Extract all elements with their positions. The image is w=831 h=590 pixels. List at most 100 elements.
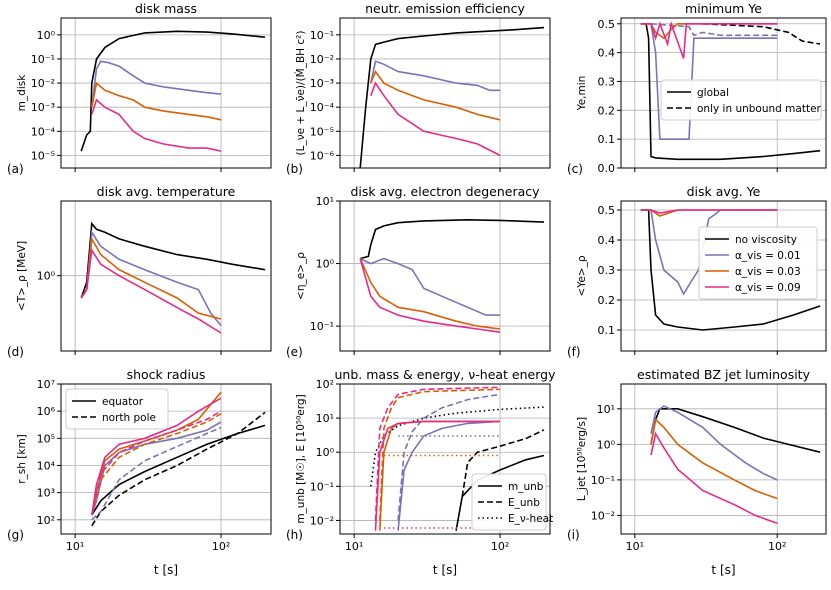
panel-label: (c) — [567, 162, 583, 176]
y-tick-label: 10² — [37, 514, 55, 527]
legend: m_unb E_unb E_ν-heat — [471, 473, 553, 531]
x-tick-label: 10¹ — [626, 540, 644, 553]
series-h-1 — [461, 429, 545, 497]
y-tick-label: 10³ — [37, 487, 55, 500]
y-tick-label: 0.3 — [598, 75, 616, 88]
panel-title: disk avg. electron degeneracy — [350, 184, 540, 199]
y-tick-label: 10⁻¹ — [310, 29, 334, 42]
axes-frame — [620, 383, 827, 535]
series-g-2 — [91, 421, 222, 516]
series-a-2 — [91, 81, 222, 121]
series-b-0 — [359, 26, 545, 168]
series-a-0 — [80, 30, 266, 152]
y-tick-label: 10⁰ — [37, 270, 56, 283]
legend-entry: no viscosity — [735, 234, 797, 246]
y-tick-label: 0.4 — [598, 47, 616, 60]
y-axis-label: m_unb [M☉], E [10⁵⁰erg] — [295, 394, 307, 523]
axes-frame — [620, 17, 827, 169]
y-tick-label: 10⁻⁴ — [310, 101, 335, 114]
panel-c: 0.0 0.1 0.2 0.3 0.4 0.5 minimum Ye Ye,min (c) glo… — [567, 1, 827, 176]
y-tick-label: 0.1 — [598, 133, 616, 146]
series-b-3 — [370, 81, 501, 157]
y-tick-label: 10⁻² — [310, 514, 334, 527]
y-tick-label: 0.4 — [598, 234, 616, 247]
series-a-3 — [91, 98, 222, 152]
y-tick-label: 0.0 — [598, 162, 616, 175]
legend-entry: global — [697, 87, 729, 99]
y-tick-label: 10⁻² — [591, 509, 615, 522]
y-axis-label: (L_νe + L_ν̄e)/(Ṁ_BH c²) — [294, 31, 307, 156]
grid — [61, 18, 271, 168]
series-d-2 — [80, 236, 222, 320]
y-axis-label: <T>_ρ [MeV] — [16, 241, 28, 311]
y-tick-label: 10⁻³ — [31, 101, 55, 114]
legend-entry: m_unb — [508, 481, 544, 493]
legend-entry: α_vis = 0.01 — [735, 250, 801, 262]
panel-label: (d) — [7, 345, 24, 359]
x-tick-label: 10¹ — [345, 540, 363, 553]
x-tick-label: 10¹ — [66, 540, 84, 553]
x-tick-label: 10² — [768, 540, 786, 553]
panel-title: minimum Ye — [685, 1, 762, 16]
panel-i: 10¹ 10² 10⁻² 10⁻¹ 10⁰ 10¹ estimated BZ jet lum… — [567, 367, 827, 577]
series-g-6 — [91, 397, 222, 516]
series-g-5 — [91, 413, 222, 516]
axes-frame — [339, 17, 551, 169]
series-h-3 — [397, 420, 501, 531]
series-c-1 — [702, 23, 821, 45]
y-tick-label: 10⁰ — [316, 258, 335, 271]
x-axis-label: t [s] — [711, 563, 735, 577]
series-e-2 — [359, 258, 501, 330]
y-axis-label: <η_e>_ρ — [295, 252, 307, 300]
y-tick-label: 10¹ — [597, 403, 615, 416]
axes-frame — [620, 200, 827, 352]
y-tick-label: 10⁶ — [37, 405, 56, 418]
legend: no viscosity α_vis = 0.01 α_vis = 0.03 α_vi… — [698, 226, 818, 300]
panel-g: 10¹ 10² 10² 10³ 10⁴ 10⁵ 10⁶ 10⁷ shock radius r_sh… — [7, 367, 272, 577]
panel-b: 10⁻⁶ 10⁻⁵ 10⁻⁴ 10⁻³ 10⁻² 10⁻¹ neutr. emission … — [286, 1, 551, 176]
y-tick-label: 0.2 — [598, 104, 616, 117]
panel-title: disk avg. temperature — [97, 184, 236, 199]
series-a-1 — [91, 60, 222, 108]
series-c-2 — [640, 23, 778, 140]
panel-label: (e) — [286, 345, 303, 359]
series-f-3 — [640, 209, 778, 214]
y-tick-label: 10⁵ — [37, 432, 55, 445]
series-h-9 — [374, 420, 500, 531]
y-tick-label: 10⁻¹ — [591, 474, 615, 487]
grid — [61, 201, 271, 351]
legend-entry: north pole — [102, 412, 156, 424]
series-b-2 — [370, 69, 501, 121]
y-axis-label: <Ye>_ρ — [576, 255, 588, 296]
y-axis-label: Ye,min — [576, 76, 588, 112]
y-tick-label: 10⁻² — [310, 53, 334, 66]
series-c-3 — [650, 23, 778, 37]
series-i-2 — [650, 417, 778, 500]
y-tick-label: 10⁴ — [37, 459, 56, 472]
series-f-1 — [640, 209, 778, 296]
y-tick-label: 10⁻⁵ — [310, 125, 334, 138]
y-tick-label: 10⁰ — [37, 29, 56, 42]
y-tick-label: 0.2 — [598, 294, 616, 307]
panel-label: (i) — [567, 528, 580, 542]
y-tick-label: 10⁻¹ — [310, 480, 334, 493]
series-g-1 — [91, 411, 266, 527]
series-e-3 — [359, 258, 501, 333]
y-tick-label: 10² — [316, 378, 334, 391]
panel-label: (g) — [7, 528, 24, 542]
y-tick-label: 10⁻¹ — [31, 53, 55, 66]
series-e-1 — [359, 257, 500, 316]
axes-frame — [339, 383, 551, 535]
panel-title: unb. mass & energy, ν-heat energy — [335, 367, 557, 382]
panel-title: disk mass — [135, 1, 197, 16]
y-tick-label: 10¹ — [316, 195, 334, 208]
legend-entry: α_vis = 0.03 — [735, 266, 801, 278]
panel-title: neutr. emission efficiency — [365, 1, 525, 16]
series-f-0 — [640, 209, 821, 331]
legend-entry: only in unbound matter — [697, 103, 822, 115]
legend-entry: α_vis = 0.09 — [735, 282, 801, 294]
series-i-3 — [650, 431, 778, 525]
panel-title: shock radius — [127, 367, 206, 382]
